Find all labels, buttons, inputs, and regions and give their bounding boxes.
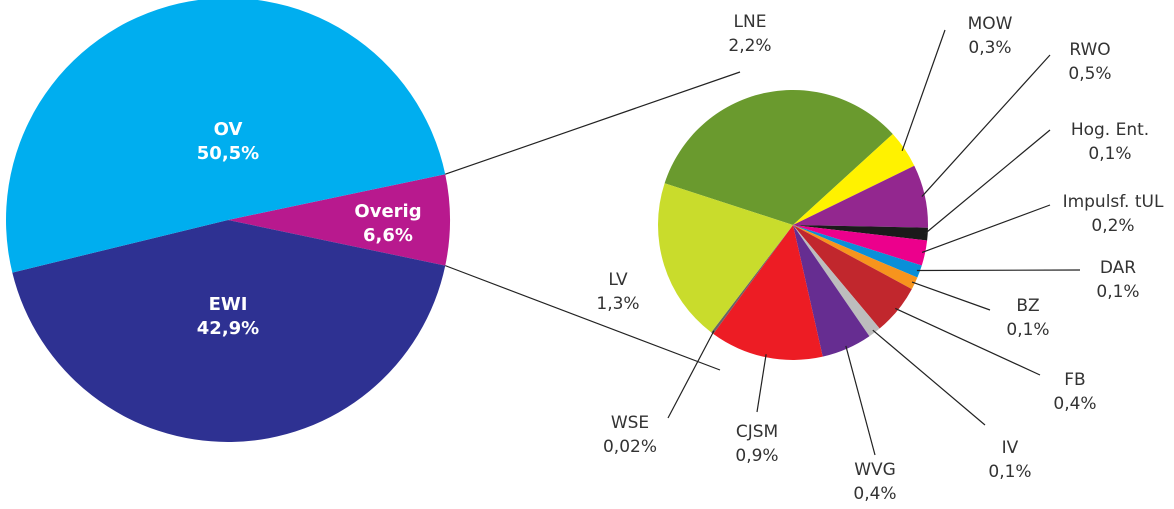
leader-line bbox=[916, 269, 1081, 272]
slice-value-label: 1,3% bbox=[596, 294, 639, 314]
slice-label: WVG bbox=[854, 460, 896, 480]
slice-label: BZ bbox=[1016, 296, 1039, 316]
pie-slice bbox=[793, 165, 929, 228]
leader-line bbox=[895, 307, 1041, 376]
slice-value-label: 0,2% bbox=[1091, 216, 1134, 236]
slice-value-label: 0,4% bbox=[1053, 394, 1096, 414]
slice-label: Overig bbox=[354, 201, 421, 222]
slice-value-label: 0,1% bbox=[1096, 282, 1139, 302]
slice-value-label: 0,9% bbox=[735, 446, 778, 466]
slice-label: DAR bbox=[1100, 258, 1136, 278]
pie-slice bbox=[793, 225, 922, 278]
connector-line bbox=[445, 71, 741, 175]
slice-value-label: 0,3% bbox=[968, 38, 1011, 58]
pie-slice bbox=[793, 225, 928, 241]
pie-slice bbox=[793, 225, 918, 290]
slice-label: CJSM bbox=[736, 422, 778, 442]
slice-value-label: 0,4% bbox=[853, 484, 896, 504]
slice-value-label: 0,5% bbox=[1068, 64, 1111, 84]
slice-label: IV bbox=[1002, 438, 1019, 458]
pie-slice bbox=[713, 225, 823, 361]
slice-value-label: 2,2% bbox=[728, 36, 771, 56]
pie-slice bbox=[793, 134, 915, 225]
leader-line bbox=[901, 29, 946, 151]
pie-slice bbox=[664, 90, 893, 226]
pie-slice bbox=[658, 183, 793, 333]
leader-line bbox=[756, 354, 767, 413]
leader-line bbox=[921, 54, 1051, 197]
slice-label: Hog. Ent. bbox=[1071, 120, 1149, 140]
slice-label: LV bbox=[608, 270, 628, 290]
slice-label: OV bbox=[214, 119, 243, 140]
pie-slice bbox=[793, 225, 928, 266]
slice-value-label: 0,02% bbox=[603, 437, 657, 457]
pie-slice bbox=[793, 225, 880, 337]
pie-slice bbox=[12, 220, 446, 443]
pie-slice bbox=[711, 225, 793, 334]
leader-line bbox=[921, 204, 1051, 254]
leader-line bbox=[667, 330, 715, 419]
slice-label: FB bbox=[1064, 370, 1085, 390]
slice-label: LNE bbox=[734, 12, 767, 32]
pie-slice bbox=[793, 225, 870, 357]
slice-value-label: 42,9% bbox=[197, 318, 259, 339]
leader-line bbox=[872, 329, 986, 426]
slice-value-label: 0,1% bbox=[1088, 144, 1131, 164]
pie-slice bbox=[793, 225, 912, 329]
slice-label: MOW bbox=[968, 14, 1013, 34]
slice-label: EWI bbox=[209, 294, 248, 315]
slice-label: Impulsf. tUL bbox=[1063, 192, 1164, 212]
pie-slice bbox=[6, 0, 446, 273]
leader-line bbox=[845, 345, 876, 456]
leader-line bbox=[924, 129, 1051, 235]
slice-label: WSE bbox=[611, 413, 649, 433]
slice-label: RWO bbox=[1069, 40, 1110, 60]
slice-value-label: 50,5% bbox=[197, 143, 259, 164]
slice-value-label: 0,1% bbox=[1006, 320, 1049, 340]
slice-value-label: 0,1% bbox=[988, 462, 1031, 482]
slice-value-label: 6,6% bbox=[363, 225, 413, 246]
leader-line bbox=[911, 281, 991, 311]
connector-line bbox=[445, 265, 721, 371]
pie-slice bbox=[228, 174, 451, 266]
